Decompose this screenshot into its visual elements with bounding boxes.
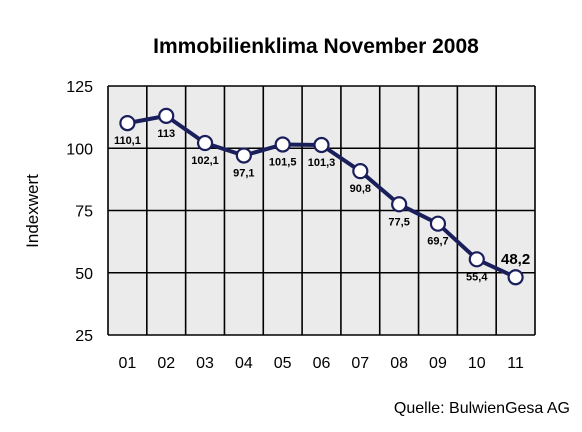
data-point-marker — [196, 134, 214, 152]
data-point-marker — [274, 136, 291, 153]
y-tick-label: 100 — [66, 141, 93, 158]
data-label: 48,2 — [501, 251, 530, 268]
y-tick-label: 50 — [75, 266, 93, 283]
x-tick-label: 09 — [429, 355, 447, 372]
y-axis-ticks: 25 50 75 100 125 — [66, 79, 93, 345]
x-tick-label: 02 — [157, 355, 175, 372]
chart-title: Immobilienklima November 2008 — [153, 35, 479, 58]
data-point-marker — [119, 115, 136, 132]
y-tick-label: 125 — [66, 79, 93, 96]
data-label: 55,4 — [466, 271, 488, 283]
data-label: 69,7 — [427, 236, 448, 248]
data-label: 110,1 — [114, 135, 141, 147]
data-point-marker — [158, 107, 175, 124]
data-label: 90,8 — [350, 183, 371, 195]
data-point-marker — [313, 136, 330, 154]
data-label: 113 — [157, 128, 175, 140]
x-tick-label: 03 — [196, 355, 214, 372]
x-tick-label: 04 — [235, 355, 253, 372]
data-point-marker — [429, 215, 447, 232]
data-point-marker — [352, 163, 369, 180]
y-axis-label: Indexwert — [23, 174, 42, 248]
data-label: 77,5 — [388, 216, 409, 228]
x-tick-label: 01 — [119, 355, 137, 372]
marker-layer — [119, 107, 524, 286]
data-point-marker — [391, 196, 408, 213]
x-tick-label: 07 — [351, 355, 369, 372]
source-note: Quelle: BulwienGesa AG — [394, 400, 570, 417]
x-tick-label: 11 — [507, 355, 524, 372]
y-tick-label: 75 — [75, 204, 93, 221]
data-label: 101,3 — [308, 157, 336, 169]
y-tick-label: 25 — [75, 328, 93, 345]
x-tick-label: 06 — [313, 355, 331, 372]
data-point-marker — [235, 147, 252, 164]
data-label: 97,1 — [233, 167, 254, 179]
data-label-layer: 110,1 113 102,1 97,1 101,5 101,3 90,8 77,5 69,7 5… — [114, 128, 530, 283]
data-point-marker — [468, 251, 485, 268]
x-tick-label: 10 — [468, 355, 486, 372]
data-label: 101,5 — [269, 157, 297, 169]
x-tick-label: 05 — [274, 355, 292, 372]
data-label: 102,1 — [191, 155, 219, 167]
x-tick-label: 08 — [390, 355, 408, 372]
x-axis-ticks: 01 02 03 04 05 06 07 08 09 10 11 — [119, 355, 524, 372]
data-point-marker — [507, 269, 524, 286]
